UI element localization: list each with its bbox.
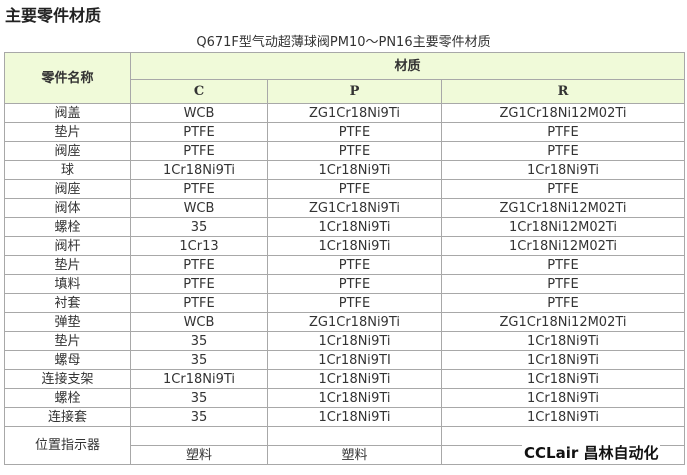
- material-r: PTFE: [440, 293, 686, 313]
- material-p: 1Cr18Ni9Ti: [267, 388, 442, 408]
- table-row: 阀座 PTFE PTFE PTFE: [4, 179, 686, 199]
- part-name: 位置指示器: [4, 426, 131, 465]
- material-p: PTFE: [267, 293, 442, 313]
- part-name: 垫片: [4, 122, 131, 142]
- material-c: 1Cr18Ni9Ti: [130, 160, 268, 180]
- material-c: 塑料: [130, 445, 268, 465]
- material-p: 1Cr18Ni9Ti: [267, 369, 442, 389]
- table-row: 垫片 PTFE PTFE PTFE: [4, 255, 686, 275]
- materials-table: 零件名称 材质 C P R 阀盖 WCB ZG1Cr18Ni9Ti ZG1Cr18Ni…: [4, 52, 686, 465]
- material-c: PTFE: [130, 293, 268, 313]
- part-name: 阀杆: [4, 236, 131, 256]
- part-name: 螺母: [4, 350, 131, 370]
- material-r: 1Cr18Ni9Ti: [440, 407, 686, 427]
- header-material: 材质: [129, 52, 686, 80]
- table-caption: Q671F型气动超薄球阀PM10～PN16主要零件材质: [196, 35, 491, 50]
- table-row: 螺栓 35 1Cr18Ni9Ti 1Cr18Ni9Ti: [4, 388, 686, 408]
- material-r: 1Cr18Ni9Ti: [440, 369, 686, 389]
- material-c: WCB: [130, 103, 268, 123]
- table-row: 垫片 PTFE PTFE PTFE: [4, 122, 686, 142]
- watermark-logo: CCLair 昌林自动化: [522, 442, 661, 463]
- material-p: ZG1Cr18Ni9Ti: [267, 198, 442, 218]
- table-row: 填料 PTFE PTFE PTFE: [4, 274, 686, 294]
- material-p: 1Cr18Ni9TI: [267, 350, 442, 370]
- material-p: PTFE: [267, 274, 442, 294]
- table-row: 阀体 WCB ZG1Cr18Ni9Ti ZG1Cr18Ni12M02Ti: [4, 198, 686, 218]
- material-c: 1Cr18Ni9Ti: [130, 369, 268, 389]
- material-r: PTFE: [440, 274, 686, 294]
- table-row: 垫片 35 1Cr18Ni9Ti 1Cr18Ni9Ti: [4, 331, 686, 351]
- material-r: 1Cr18Ni12M02Ti: [440, 236, 686, 256]
- part-name: 填料: [4, 274, 131, 294]
- header-col-r: R: [440, 79, 686, 104]
- header-col-c: C: [130, 79, 268, 104]
- part-name: 垫片: [4, 331, 131, 351]
- part-name: 连接套: [4, 407, 131, 427]
- part-name: 阀座: [4, 141, 131, 161]
- page-title: 主要零件材质: [5, 6, 102, 25]
- material-c: PTFE: [130, 122, 268, 142]
- material-p: PTFE: [267, 122, 442, 142]
- table-row: 球 1Cr18Ni9Ti 1Cr18Ni9Ti 1Cr18Ni9Ti: [4, 160, 686, 180]
- material-p-empty: [267, 426, 442, 446]
- material-c: PTFE: [130, 179, 268, 199]
- material-c: 35: [130, 407, 268, 427]
- material-r: 1Cr18Ni9Ti: [440, 331, 686, 351]
- part-name: 螺栓: [4, 217, 131, 237]
- material-r: 1Cr18Ni9Ti: [440, 388, 686, 408]
- part-name: 螺栓: [4, 388, 131, 408]
- table-row: 阀杆 1Cr13 1Cr18Ni9Ti 1Cr18Ni12M02Ti: [4, 236, 686, 256]
- part-name: 阀体: [4, 198, 131, 218]
- material-p: PTFE: [267, 141, 442, 161]
- material-c: PTFE: [130, 141, 268, 161]
- material-c: 35: [130, 388, 268, 408]
- part-name: 球: [4, 160, 131, 180]
- table-row: 阀盖 WCB ZG1Cr18Ni9Ti ZG1Cr18Ni12M02Ti: [4, 103, 686, 123]
- material-c: 1Cr13: [130, 236, 268, 256]
- material-p: 1Cr18Ni9Ti: [267, 217, 442, 237]
- material-c: WCB: [130, 198, 268, 218]
- material-p: 1Cr18Ni9Ti: [267, 236, 442, 256]
- part-name: 阀座: [4, 179, 131, 199]
- material-r: ZG1Cr18Ni12M02Ti: [440, 198, 686, 218]
- table-row: 弹垫 WCB ZG1Cr18Ni9Ti ZG1Cr18Ni12M02Ti: [4, 312, 686, 332]
- table-row: 螺栓 35 1Cr18Ni9Ti 1Cr18Ni12M02Ti: [4, 217, 686, 237]
- material-p: PTFE: [267, 179, 442, 199]
- material-r: ZG1Cr18Ni12M02Ti: [440, 312, 686, 332]
- part-name: 弹垫: [4, 312, 131, 332]
- material-c: 35: [130, 331, 268, 351]
- material-p: 1Cr18Ni9Ti: [267, 331, 442, 351]
- part-name: 衬套: [4, 293, 131, 313]
- header-part-name: 零件名称: [4, 52, 131, 104]
- table-row: 阀座 PTFE PTFE PTFE: [4, 141, 686, 161]
- table-row: 衬套 PTFE PTFE PTFE: [4, 293, 686, 313]
- material-c: WCB: [130, 312, 268, 332]
- table-row: 螺母 35 1Cr18Ni9TI 1Cr18Ni9Ti: [4, 350, 686, 370]
- material-p: PTFE: [267, 255, 442, 275]
- material-r: 1Cr18Ni9Ti: [440, 350, 686, 370]
- material-r: PTFE: [440, 122, 686, 142]
- material-r: 1Cr18Ni9Ti: [440, 160, 686, 180]
- material-r: PTFE: [440, 255, 686, 275]
- material-p: ZG1Cr18Ni9Ti: [267, 103, 442, 123]
- table-row: 连接套 35 1Cr18Ni9Ti 1Cr18Ni9Ti: [4, 407, 686, 427]
- material-p: 塑料: [267, 445, 442, 465]
- header-col-p: P: [267, 79, 442, 104]
- material-c-empty: [130, 426, 268, 446]
- material-c: 35: [130, 350, 268, 370]
- material-r: 1Cr18Ni12M02Ti: [440, 217, 686, 237]
- material-r: PTFE: [440, 141, 686, 161]
- part-name: 阀盖: [4, 103, 131, 123]
- material-c: PTFE: [130, 255, 268, 275]
- material-c: 35: [130, 217, 268, 237]
- material-p: 1Cr18Ni9Ti: [267, 407, 442, 427]
- material-p: 1Cr18Ni9Ti: [267, 160, 442, 180]
- material-p: ZG1Cr18Ni9Ti: [267, 312, 442, 332]
- material-c: PTFE: [130, 274, 268, 294]
- material-r: ZG1Cr18Ni12M02Ti: [440, 103, 686, 123]
- table-row: 连接支架 1Cr18Ni9Ti 1Cr18Ni9Ti 1Cr18Ni9Ti: [4, 369, 686, 389]
- part-name: 连接支架: [4, 369, 131, 389]
- material-r: PTFE: [440, 179, 686, 199]
- part-name: 垫片: [4, 255, 131, 275]
